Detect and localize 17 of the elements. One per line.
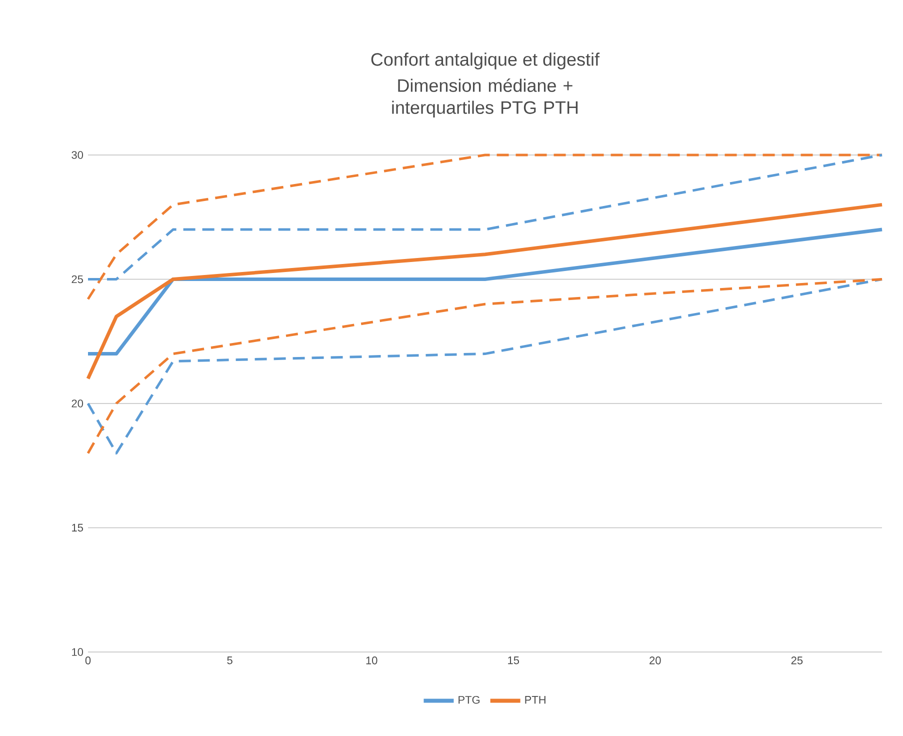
x-tick-label: 5 <box>227 656 232 664</box>
chart-title: Confort antalgique et digestif <box>371 52 600 70</box>
y-tick-label: 10 <box>72 648 84 656</box>
legend-label: PTH <box>525 696 546 704</box>
y-tick-label: 15 <box>72 524 84 532</box>
y-tick-label: 20 <box>72 400 84 408</box>
x-tick-label: 0 <box>85 656 91 664</box>
y-tick-label: 25 <box>72 275 84 284</box>
y-tick-label: 30 <box>72 151 84 159</box>
legend-label: PTG <box>458 696 480 704</box>
x-tick-label: 10 <box>366 656 378 664</box>
x-tick-label: 15 <box>508 656 520 664</box>
line-series <box>86 202 884 380</box>
line-series <box>86 278 884 454</box>
x-tick-label: 25 <box>791 656 803 664</box>
x-tick-label: 20 <box>650 656 661 664</box>
chart-subtitle: Dimension médiane + interquartiles PTG PTH <box>392 78 578 118</box>
